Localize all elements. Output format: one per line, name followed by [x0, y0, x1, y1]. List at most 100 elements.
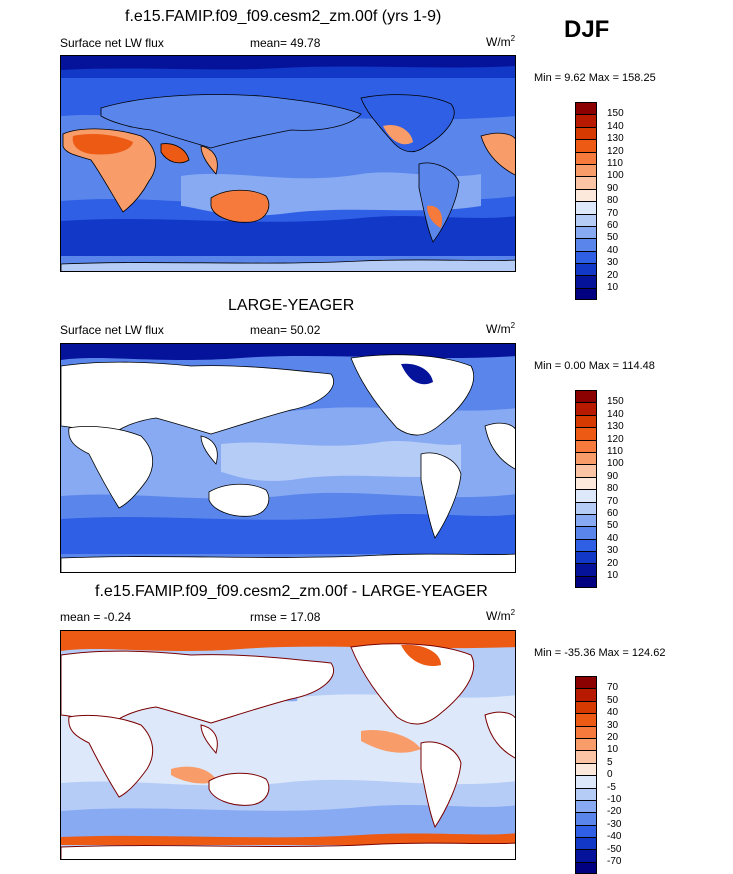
panel2-colorbar-swatch	[575, 476, 597, 490]
panel2-map	[60, 343, 516, 573]
panel3-colorbar-swatch	[575, 737, 597, 751]
panel3-mean-label: mean = -0.24	[60, 610, 132, 624]
panel1-colorbar-swatch	[575, 250, 597, 264]
panel1-colorbar-tick-label: 150	[607, 108, 624, 120]
panel3-colorbar-swatch	[575, 787, 597, 800]
panel2-colorbar-swatch	[575, 526, 597, 539]
panel3-colorbar-tick-label: 10	[607, 744, 619, 756]
panel3-colorbar-tick-label: 50	[607, 694, 619, 706]
panel2-colorbar-tick-label: 120	[607, 433, 624, 445]
panel1-colorbar-tick-label: 50	[607, 232, 619, 244]
panel3-colorbar-tick-label: -20	[607, 806, 622, 818]
panel2-units: W/m2	[486, 321, 516, 336]
panel1-colorbar-tick-label: 120	[607, 145, 624, 157]
panel1-colorbar-swatch	[575, 163, 597, 177]
panel1-colorbar-swatch	[575, 114, 597, 127]
panel3-colorbar-tick-label: 20	[607, 732, 619, 743]
panel3-colorbar-tick-label: -5	[607, 781, 616, 793]
panel1-units: W/m2	[486, 34, 516, 49]
panel2-colorbar-swatch	[575, 427, 597, 440]
panel1-colorbar-tick-label: 60	[607, 220, 619, 231]
panel1-colorbar-tick-label: 30	[607, 257, 619, 269]
panel1-colorbar-tick-label: 40	[607, 244, 619, 256]
panel3-colorbar-swatch	[575, 688, 597, 701]
panel2-colorbar-swatch	[575, 575, 597, 589]
panel1-colorbar-swatch	[575, 275, 597, 288]
panel2-minmax: Min = 0.00 Max = 114.48	[534, 360, 655, 372]
panel3-colorbar-tick-label: 30	[607, 719, 619, 731]
panel3-colorbar-swatch	[575, 799, 597, 813]
panel3-colorbar-tick-label: -70	[607, 856, 622, 867]
panel3-colorbar-swatch	[575, 775, 597, 788]
panel1-colorbar-swatch	[575, 188, 597, 202]
panel1-colorbar-tick-label: 130	[607, 133, 624, 145]
panel3-minmax: Min = -35.36 Max = 124.62	[534, 647, 666, 659]
panel1-colorbar	[575, 102, 597, 301]
panel3-colorbar-swatch	[575, 824, 597, 838]
panel3-colorbar-tick-label: 0	[607, 769, 613, 781]
panel3-units: W/m2	[486, 608, 516, 623]
panel3-rmse-label: rmse = 17.08	[250, 610, 321, 624]
panel1-colorbar-tick-label: 110	[607, 158, 623, 169]
panel3-colorbar-swatch	[575, 812, 597, 825]
panel1-title: f.e15.FAMIP.f09_f09.cesm2_zm.00f (yrs 1-…	[125, 8, 442, 25]
panel2-colorbar-swatch	[575, 513, 597, 527]
panel1-colorbar-tick-label: 100	[607, 170, 624, 182]
panel2-colorbar-tick-label: 70	[607, 495, 619, 507]
panel2-title: LARGE-YEAGER	[228, 297, 355, 314]
panel2-colorbar	[575, 390, 597, 589]
panel2-colorbar-tick-label: 150	[607, 396, 624, 408]
panel2-colorbar-tick-label: 130	[607, 421, 624, 433]
panel1-map	[60, 55, 516, 272]
panel2-colorbar-swatch	[575, 501, 597, 514]
panel2-colorbar-tick-label: 80	[607, 483, 619, 495]
panel1-colorbar-tick-label: 20	[607, 269, 619, 281]
panel3-colorbar-swatch	[575, 725, 597, 738]
panel1-colorbar-swatch	[575, 201, 597, 214]
panel2-colorbar-tick-label: 40	[607, 532, 619, 544]
season-label: DJF	[564, 16, 610, 43]
panel3-colorbar-swatch	[575, 713, 597, 726]
panel1-colorbar-tick-label: 90	[607, 182, 619, 194]
panel3-colorbar-tick-label: 40	[607, 707, 619, 719]
panel2-colorbar-tick-label: 20	[607, 557, 619, 569]
panel2-colorbar-tick-label: 100	[607, 458, 624, 470]
panel3-colorbar-swatch	[575, 676, 597, 689]
panel2-colorbar-tick-label: 140	[607, 408, 624, 420]
panel2-mean-label: mean= 50.02	[250, 323, 321, 337]
panel2-colorbar-swatch	[575, 451, 597, 465]
panel1-colorbar-swatch	[575, 151, 597, 164]
panel1-colorbar-tick-label: 80	[607, 195, 619, 207]
panel3-title: f.e15.FAMIP.f09_f09.cesm2_zm.00f - LARGE…	[95, 583, 488, 600]
panel3-colorbar-swatch	[575, 700, 597, 714]
panel1-colorbar-swatch	[575, 126, 597, 140]
panel3-colorbar-tick-label: 70	[607, 682, 619, 694]
panel1-colorbar-tick-label: 140	[607, 120, 624, 132]
panel2-colorbar-tick-label: 30	[607, 545, 619, 557]
panel1-colorbar-tick-label: 10	[607, 282, 619, 293]
panel1-colorbar-swatch	[575, 225, 597, 239]
panel1-mean-label: mean= 49.78	[250, 36, 321, 50]
panel3-colorbar-swatch	[575, 762, 597, 776]
panel2-colorbar-swatch	[575, 464, 597, 477]
panel3-colorbar-tick-label: -40	[607, 831, 622, 843]
panel2-colorbar-tick-label: 50	[607, 520, 619, 532]
panel2-colorbar-swatch	[575, 489, 597, 502]
panel3-map	[60, 630, 516, 860]
panel2-colorbar-swatch	[575, 402, 597, 415]
panel3-colorbar-swatch	[575, 849, 597, 862]
panel2-colorbar-swatch	[575, 414, 597, 428]
panel2-colorbar-swatch	[575, 538, 597, 552]
panel2-colorbar-swatch	[575, 563, 597, 576]
panel2-colorbar-swatch	[575, 551, 597, 564]
panel3-colorbar-tick-label: 5	[607, 756, 613, 768]
panel1-colorbar-swatch	[575, 238, 597, 251]
panel1-minmax: Min = 9.62 Max = 158.25	[534, 72, 656, 84]
panel2-colorbar-tick-label: 90	[607, 470, 619, 482]
panel1-colorbar-swatch	[575, 102, 597, 115]
panel1-colorbar-swatch	[575, 263, 597, 276]
panel3-colorbar	[575, 676, 597, 874]
panel2-colorbar-tick-label: 60	[607, 508, 619, 519]
panel3-colorbar-swatch	[575, 837, 597, 850]
panel1-variable-label: Surface net LW flux	[60, 36, 164, 50]
